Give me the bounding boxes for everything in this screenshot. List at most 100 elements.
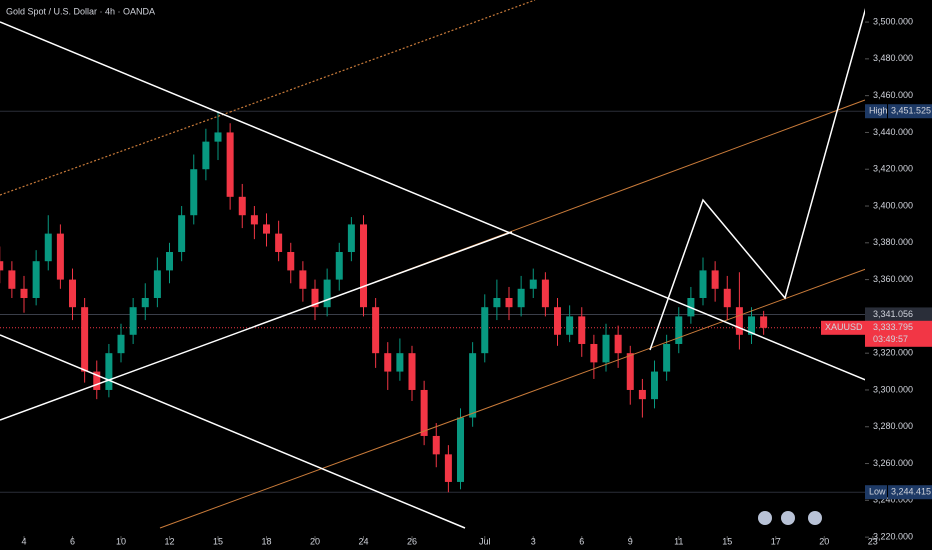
candle-body — [81, 307, 89, 372]
y-tick-label: 3,220.000 — [873, 531, 913, 541]
trend-line — [0, 334, 466, 529]
candle-body — [287, 252, 295, 271]
candle-body — [129, 307, 137, 335]
candle-body — [711, 270, 719, 289]
candle-body — [748, 316, 756, 335]
candle-body — [347, 224, 355, 253]
candle-body — [323, 279, 331, 308]
last-price-value: 3,333.795 — [873, 322, 913, 332]
x-tick-label: 24 — [359, 536, 369, 546]
candle-body — [178, 215, 186, 253]
low-tag — [865, 485, 887, 500]
high-name: High — [869, 106, 888, 116]
candle-body — [444, 454, 452, 482]
trend-line — [0, 111, 231, 196]
prev-close-value: 3,341.056 — [873, 309, 913, 319]
candle-body — [554, 307, 562, 335]
candle-body — [190, 169, 198, 216]
drawings — [0, 0, 886, 529]
candle-body — [626, 353, 634, 390]
candle-body — [93, 371, 101, 390]
symbol-tag — [821, 320, 865, 335]
event-icon — [808, 511, 822, 525]
candle-body — [250, 215, 258, 225]
candle-body — [117, 334, 125, 354]
candle-body — [735, 307, 743, 335]
x-tick-label: 20 — [310, 536, 320, 546]
candle-body — [614, 334, 622, 354]
y-tick-label: 3,440.000 — [873, 127, 913, 137]
candle-body — [651, 371, 659, 400]
candle-body — [529, 279, 537, 289]
candle-body — [299, 270, 307, 289]
candle-body — [408, 353, 416, 390]
x-tick-label: 18 — [262, 536, 272, 546]
candle-body — [166, 252, 174, 271]
candle-body — [153, 270, 161, 298]
candle-body — [541, 279, 549, 308]
trend-line — [0, 231, 513, 421]
x-tick-label: 6 — [579, 536, 584, 546]
event-icons — [758, 511, 822, 525]
low-name: Low — [869, 487, 886, 497]
candle-body — [505, 297, 513, 308]
candle-body — [263, 224, 271, 234]
x-tick-label: 12 — [165, 536, 175, 546]
high-tag — [865, 104, 887, 119]
y-tick-label: 3,300.000 — [873, 384, 913, 394]
candle-body — [432, 435, 440, 455]
x-tick-label: Jul — [479, 536, 491, 546]
x-tick-label: 10 — [116, 536, 126, 546]
high-value: 3,451.525 — [891, 106, 931, 116]
candle-body — [602, 334, 610, 363]
candle-body — [590, 343, 598, 363]
y-tick-label: 3,420.000 — [873, 164, 913, 174]
candle-body — [238, 196, 246, 216]
candle-body — [0, 261, 4, 271]
projection-path — [649, 0, 869, 351]
low-value: 3,244.415 — [891, 487, 931, 497]
y-tick-label: 3,360.000 — [873, 274, 913, 284]
candle-body — [226, 132, 234, 197]
candle-body — [638, 389, 646, 400]
candle-body — [202, 141, 210, 170]
candle-body — [384, 353, 392, 372]
trend-line — [0, 21, 886, 389]
symbol-name: XAUUSD — [825, 322, 863, 332]
y-tick-label: 3,240.000 — [873, 495, 913, 505]
x-tick-label: 6 — [70, 536, 75, 546]
price-axis — [865, 0, 932, 550]
x-tick-label: 3 — [531, 536, 536, 546]
candle-body — [8, 270, 16, 289]
candle-body — [396, 353, 404, 372]
x-tick-label: 17 — [771, 536, 781, 546]
candle-body — [311, 288, 319, 308]
x-tick-label: 26 — [407, 536, 417, 546]
x-tick-label: 9 — [628, 536, 633, 546]
x-tick-label: 23 — [868, 536, 878, 546]
y-tick-label: 3,460.000 — [873, 90, 913, 100]
x-tick-label: 15 — [213, 536, 223, 546]
last-price-badge — [865, 320, 932, 347]
y-tick-label: 3,320.000 — [873, 348, 913, 358]
candle-body — [699, 270, 707, 298]
chart-title: Gold Spot / U.S. Dollar · 4h · OANDA — [6, 6, 155, 16]
countdown: 03:49:57 — [873, 334, 908, 344]
candle-body — [566, 316, 574, 335]
candle-body — [760, 316, 768, 328]
candle-body — [44, 233, 52, 262]
candle-body — [69, 279, 77, 308]
candle-body — [457, 417, 465, 482]
candle-body — [420, 389, 428, 436]
candle-body — [214, 132, 222, 142]
prev-close-badge — [865, 307, 932, 322]
x-tick-label: 20 — [819, 536, 829, 546]
low-badge — [888, 485, 932, 500]
candle-body — [578, 316, 586, 344]
candle-body — [360, 224, 368, 308]
candle-body — [675, 316, 683, 344]
high-badge — [888, 104, 932, 119]
candle-body — [56, 233, 64, 280]
trend-line — [159, 261, 886, 529]
